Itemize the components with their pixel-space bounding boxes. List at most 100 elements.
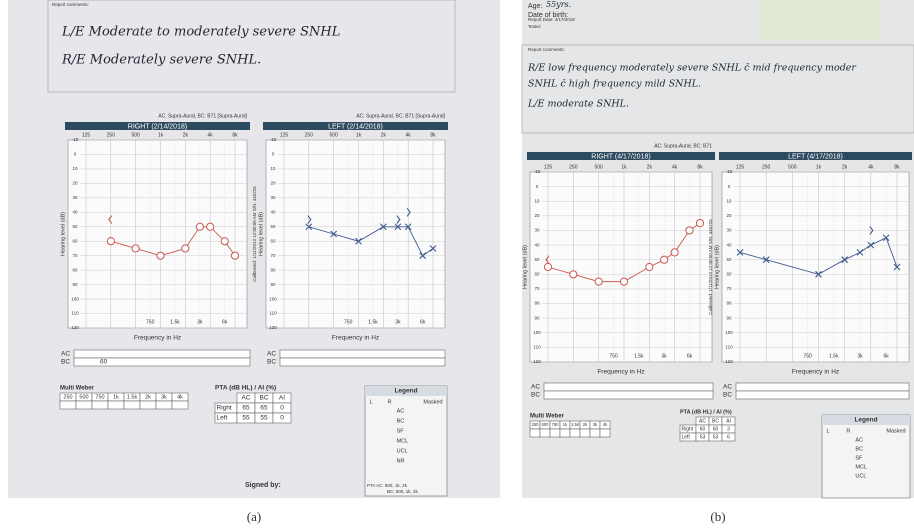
x-tick-label: 125: [280, 132, 289, 138]
plot-area: [68, 140, 247, 328]
y-tick-label: 40: [534, 242, 540, 247]
weber-column: 1.5k: [127, 394, 138, 400]
weber-column: 250: [63, 394, 72, 400]
y-tick-label: 60: [72, 238, 78, 243]
x-tick-label: 500: [594, 164, 603, 170]
ac-point: [231, 252, 238, 259]
legend-row: BC: [397, 418, 405, 424]
x-tick-label: 500: [329, 132, 338, 138]
summary-box: [544, 383, 713, 391]
x-tick-label: 8k: [430, 132, 436, 138]
pta-column: AI: [279, 395, 285, 402]
weber-cell: [140, 401, 156, 409]
y-tick-label: 110: [71, 311, 79, 316]
summary-box: [736, 383, 909, 391]
pta-cell-text: 53: [700, 434, 706, 440]
comments-label: Report comments:: [52, 2, 89, 7]
y-tick-label: 40: [726, 242, 732, 247]
y-tick-label: 30: [534, 228, 540, 233]
pta-cell-text: Left: [217, 415, 228, 422]
x-tick-label: 750: [344, 319, 353, 325]
y-tick-label: 10: [726, 198, 732, 203]
x-axis-label: Frequency in Hz: [332, 335, 379, 342]
weber-cell: [560, 429, 570, 437]
comments-label: Report comments:: [528, 47, 565, 52]
x-axis-label: Frequency in Hz: [792, 369, 839, 376]
x-tick-label: 750: [803, 353, 812, 359]
pta-cell-text: 55: [242, 415, 250, 422]
y-tick-label: -10: [726, 169, 733, 174]
pta-column: AC: [241, 395, 250, 402]
ac-point: [620, 278, 627, 285]
summary-label: BC: [61, 359, 70, 366]
y-tick-label: 50: [270, 224, 276, 229]
ac-point: [132, 245, 139, 252]
legend-column: Masked: [886, 428, 905, 434]
comment: L/E moderate SNHL.: [527, 99, 629, 110]
y-tick-label: 120: [533, 359, 541, 364]
weber-cell: [580, 429, 590, 437]
pta-column: BC: [259, 395, 268, 402]
x-tick-label: 8k: [697, 164, 703, 170]
x-tick-label: 4k: [868, 164, 874, 170]
pta-cell-text: 60: [713, 426, 719, 432]
ac-point: [182, 245, 189, 252]
x-tick-label: 1k: [356, 132, 362, 138]
y-tick-label: 30: [72, 195, 78, 200]
plot-area: [722, 172, 909, 362]
pta-cell-text: 0: [280, 415, 284, 422]
weber-column: 750: [552, 422, 560, 427]
legend-note: BC: 500, 1k, 2k: [387, 489, 419, 494]
y-tick-label: 20: [534, 213, 540, 218]
y-tick-label: 20: [726, 213, 732, 218]
x-tick-label: 4k: [208, 132, 214, 138]
x-tick-label: 250: [762, 164, 771, 170]
plot-area: [266, 140, 445, 328]
age-value: 55yrs.: [546, 0, 571, 9]
pta-cell-text: 3: [727, 426, 730, 432]
summary-value: 60: [100, 359, 108, 366]
y-tick-label: 80: [726, 301, 732, 306]
y-tick-label: 60: [270, 238, 276, 243]
x-axis-label: Frequency in Hz: [597, 369, 644, 376]
x-tick-label: 6k: [420, 319, 426, 325]
y-tick-label: 110: [269, 311, 277, 316]
y-tick-label: 80: [270, 267, 276, 272]
weber-column: 3k: [161, 394, 167, 400]
weber-column: 2k: [145, 394, 151, 400]
summary-box: [280, 358, 445, 366]
weber-cell: [60, 401, 76, 409]
y-tick-label: 40: [270, 209, 276, 214]
x-tick-label: 1.5k: [170, 319, 180, 325]
legend-column: R: [388, 399, 392, 405]
weber-cell: [76, 401, 92, 409]
pta-cell-text: 65: [242, 405, 250, 412]
summary-label: AC: [531, 384, 540, 391]
y-tick-label: 70: [726, 286, 732, 291]
calibration: Calibrated: 1/11/2013 12:00:00 AM S/N: 4…: [252, 186, 257, 282]
weber-cell: [600, 429, 610, 437]
x-tick-label: 750: [609, 353, 618, 359]
x-tick-label: 250: [569, 164, 578, 170]
x-tick-label: 500: [131, 132, 140, 138]
weber-title: Multi Weber: [530, 414, 565, 420]
weber-cell: [570, 429, 580, 437]
legend-column: L: [826, 428, 829, 434]
ac-point: [646, 263, 653, 270]
ac-point: [570, 271, 577, 278]
y-tick-label: 100: [725, 330, 733, 335]
x-tick-label: 3k: [857, 353, 863, 359]
panel-label: (b): [710, 509, 725, 524]
x-tick-label: 125: [736, 164, 745, 170]
legend-row: SF: [397, 428, 405, 434]
y-tick-label: 50: [726, 257, 732, 262]
legend-row: AC: [855, 437, 863, 443]
y-tick-label: 10: [270, 166, 276, 171]
weber-cell: [540, 429, 550, 437]
pta-cell-text: Right: [682, 426, 694, 432]
legend-row: UCL: [397, 448, 408, 454]
x-tick-label: 4k: [406, 132, 412, 138]
x-tick-label: 6k: [687, 353, 693, 359]
pta-cell-text: 60: [700, 426, 706, 432]
legend-column: Masked: [423, 399, 442, 405]
